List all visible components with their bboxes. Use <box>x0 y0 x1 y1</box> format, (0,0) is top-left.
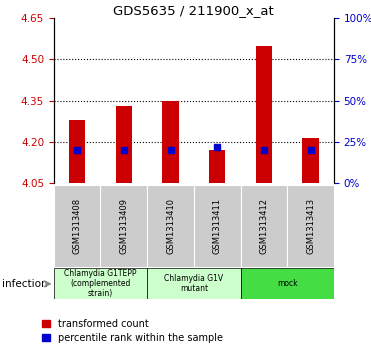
Title: GDS5635 / 211900_x_at: GDS5635 / 211900_x_at <box>114 4 274 17</box>
Point <box>168 147 174 153</box>
Text: GSM1313411: GSM1313411 <box>213 198 222 254</box>
Point <box>261 147 267 153</box>
Text: mock: mock <box>277 279 298 288</box>
Text: Chlamydia G1V
mutant: Chlamydia G1V mutant <box>164 274 223 293</box>
Bar <box>209 150 225 183</box>
FancyBboxPatch shape <box>54 268 147 299</box>
Point <box>308 147 313 153</box>
FancyBboxPatch shape <box>101 185 147 267</box>
FancyBboxPatch shape <box>194 185 240 267</box>
Text: GSM1313413: GSM1313413 <box>306 198 315 254</box>
Bar <box>116 106 132 183</box>
Text: GSM1313408: GSM1313408 <box>73 198 82 254</box>
FancyBboxPatch shape <box>147 268 240 299</box>
FancyBboxPatch shape <box>287 185 334 267</box>
Text: GSM1313410: GSM1313410 <box>166 198 175 254</box>
Bar <box>256 46 272 183</box>
Point <box>74 147 80 153</box>
Bar <box>162 101 179 183</box>
FancyBboxPatch shape <box>240 185 287 267</box>
Point <box>214 144 220 150</box>
Text: GSM1313412: GSM1313412 <box>259 198 268 254</box>
FancyBboxPatch shape <box>240 268 334 299</box>
Text: Chlamydia G1TEPP
(complemented
strain): Chlamydia G1TEPP (complemented strain) <box>64 269 137 298</box>
FancyBboxPatch shape <box>54 185 101 267</box>
Bar <box>69 120 85 183</box>
Bar <box>302 138 319 183</box>
Legend: transformed count, percentile rank within the sample: transformed count, percentile rank withi… <box>40 317 224 345</box>
FancyBboxPatch shape <box>147 185 194 267</box>
Text: GSM1313409: GSM1313409 <box>119 198 128 254</box>
Point <box>121 147 127 153</box>
Text: infection: infection <box>2 279 47 289</box>
